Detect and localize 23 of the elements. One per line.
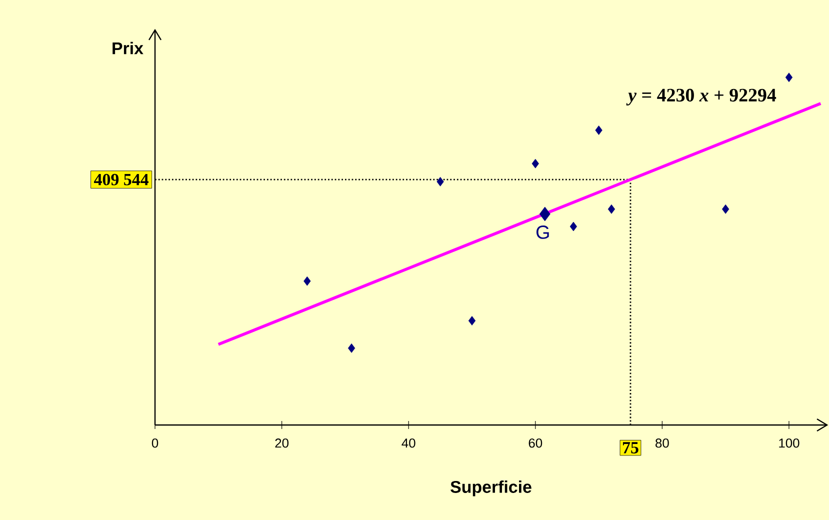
x-tick-label: 40 <box>402 438 416 448</box>
point <box>436 176 444 186</box>
point <box>468 316 476 326</box>
x-tick-label: 20 <box>275 438 288 448</box>
annotation: 409 544 <box>94 174 148 186</box>
point <box>539 206 550 222</box>
point <box>304 276 311 286</box>
series-label: G <box>536 226 549 239</box>
annotation: y = 4230 x + 92294 <box>626 88 776 106</box>
y-axis-title: Prix <box>112 42 144 54</box>
x-tick-label: 60 <box>528 438 542 448</box>
point <box>570 222 577 232</box>
point <box>348 343 356 353</box>
point <box>608 204 616 214</box>
point <box>595 126 602 135</box>
x-axis-title: Superficie <box>450 480 532 496</box>
x-tick-label: 100 <box>779 438 800 448</box>
point <box>785 72 793 82</box>
point <box>722 204 730 214</box>
x-tick-label: 0 <box>152 438 158 448</box>
point <box>532 158 539 168</box>
x-tick-label: 80 <box>656 438 669 448</box>
ref-line-label: 75 <box>622 442 638 454</box>
